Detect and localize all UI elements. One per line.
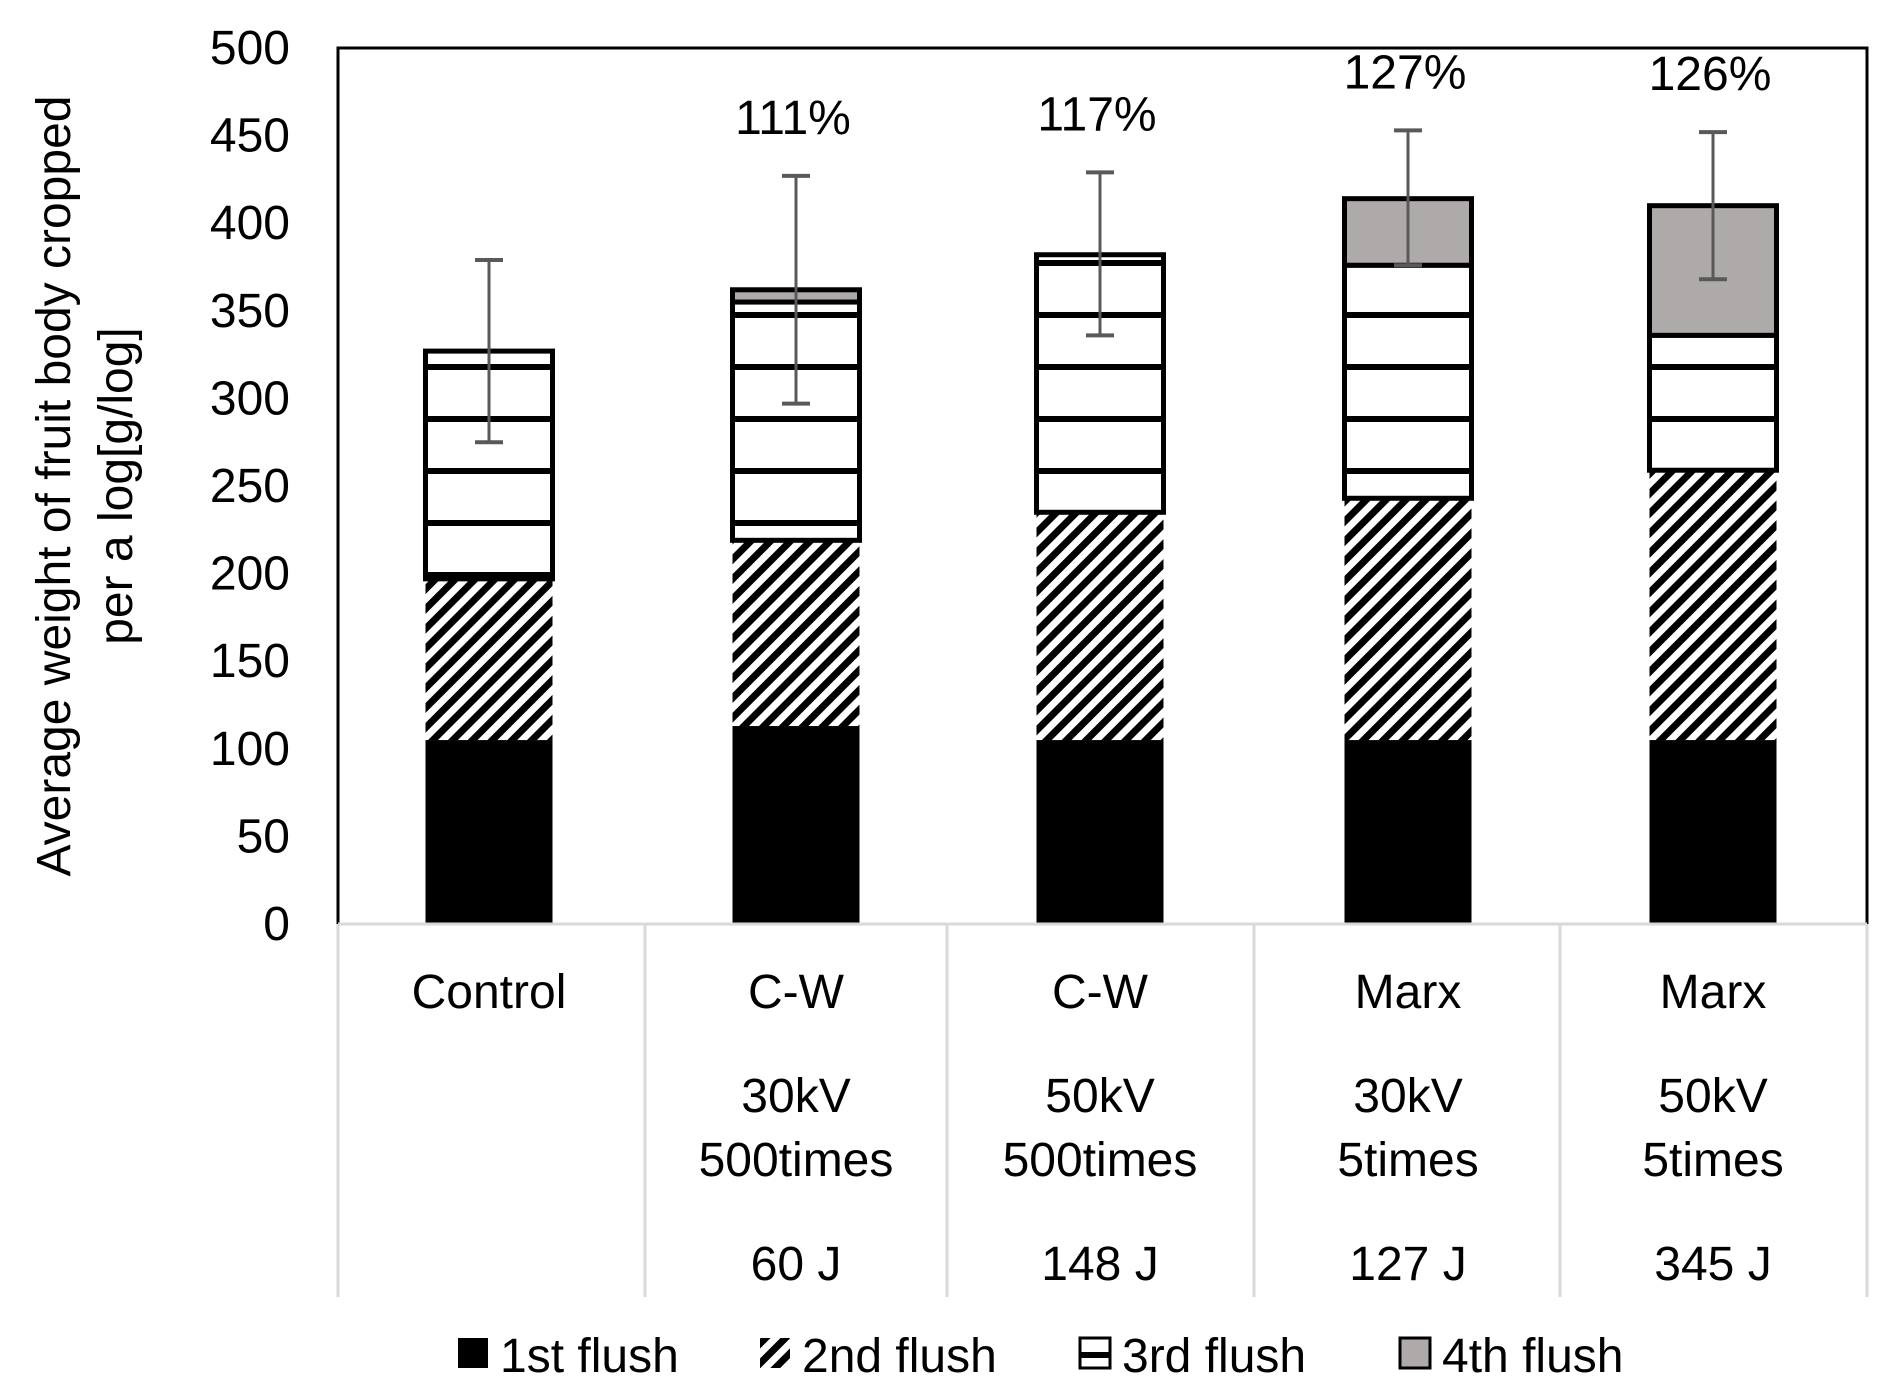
percent-annotation: 126% <box>1649 48 1772 101</box>
y-axis-label: Average weight of fruit body cropped per … <box>28 96 143 877</box>
bar-segment-1st-flush <box>1649 740 1777 924</box>
bar-segment-1st-flush <box>1344 740 1472 924</box>
y-tick-label: 100 <box>210 723 290 776</box>
percent-annotation: 111% <box>735 92 851 145</box>
category-label: Marx <box>1355 966 1462 1019</box>
category-label: C-W <box>748 966 845 1019</box>
category-energy: 148 J <box>1041 1238 1158 1291</box>
category-energy: 127 J <box>1349 1238 1466 1291</box>
y-tick-label: 500 <box>210 22 290 75</box>
category-label: 5times <box>1337 1134 1478 1187</box>
category-label: 500times <box>699 1134 894 1187</box>
category-label: Control <box>412 966 567 1019</box>
bar-segment-3rd-flush <box>1647 332 1779 473</box>
legend-label: 3rd flush <box>1122 1330 1306 1383</box>
category-label: Marx <box>1660 966 1767 1019</box>
y-tick-label: 50 <box>237 810 290 863</box>
y-tick-label: 350 <box>210 285 290 338</box>
bar-segment-1st-flush <box>732 726 860 924</box>
legend-label: 4th flush <box>1442 1330 1623 1383</box>
legend-label: 2nd flush <box>802 1330 997 1383</box>
y-tick-label: 400 <box>210 197 290 250</box>
legend-swatch <box>458 1338 488 1368</box>
bar-segment-2nd-flush <box>732 540 860 727</box>
category-label: 30kV <box>741 1070 850 1123</box>
y-axis-label-line: per a log[g/log] <box>90 327 143 645</box>
bar-segment-2nd-flush <box>1344 498 1472 741</box>
legend-swatch <box>760 1338 790 1368</box>
category-label: 30kV <box>1353 1070 1462 1123</box>
y-tick-label: 0 <box>263 898 290 951</box>
category-label: 5times <box>1642 1134 1783 1187</box>
category-label: 500times <box>1003 1134 1198 1187</box>
y-tick-label: 250 <box>210 460 290 513</box>
y-tick-label: 200 <box>210 548 290 601</box>
category-energy: 345 J <box>1654 1238 1771 1291</box>
category-label: 50kV <box>1658 1070 1767 1123</box>
y-axis-label-line: Average weight of fruit body cropped <box>28 96 81 877</box>
category-label: C-W <box>1052 966 1149 1019</box>
legend-swatch <box>1398 1336 1432 1370</box>
bar-segment-3rd-flush <box>1342 262 1474 501</box>
bar-segment-1st-flush <box>425 740 553 924</box>
percent-annotation: 117% <box>1037 88 1156 141</box>
bar-segment-2nd-flush <box>1036 512 1164 741</box>
legend-swatch <box>1078 1336 1112 1370</box>
percent-annotation: 127% <box>1344 46 1467 99</box>
y-tick-label: 450 <box>210 110 290 163</box>
y-tick-label: 300 <box>210 372 290 425</box>
category-energy: 60 J <box>751 1238 842 1291</box>
bar-segment-2nd-flush <box>425 578 553 741</box>
category-label: 50kV <box>1045 1070 1154 1123</box>
legend-label: 1st flush <box>500 1330 679 1383</box>
bar-segment-2nd-flush <box>1649 470 1777 741</box>
bar-segment-1st-flush <box>1036 740 1164 924</box>
y-tick-label: 150 <box>210 635 290 688</box>
